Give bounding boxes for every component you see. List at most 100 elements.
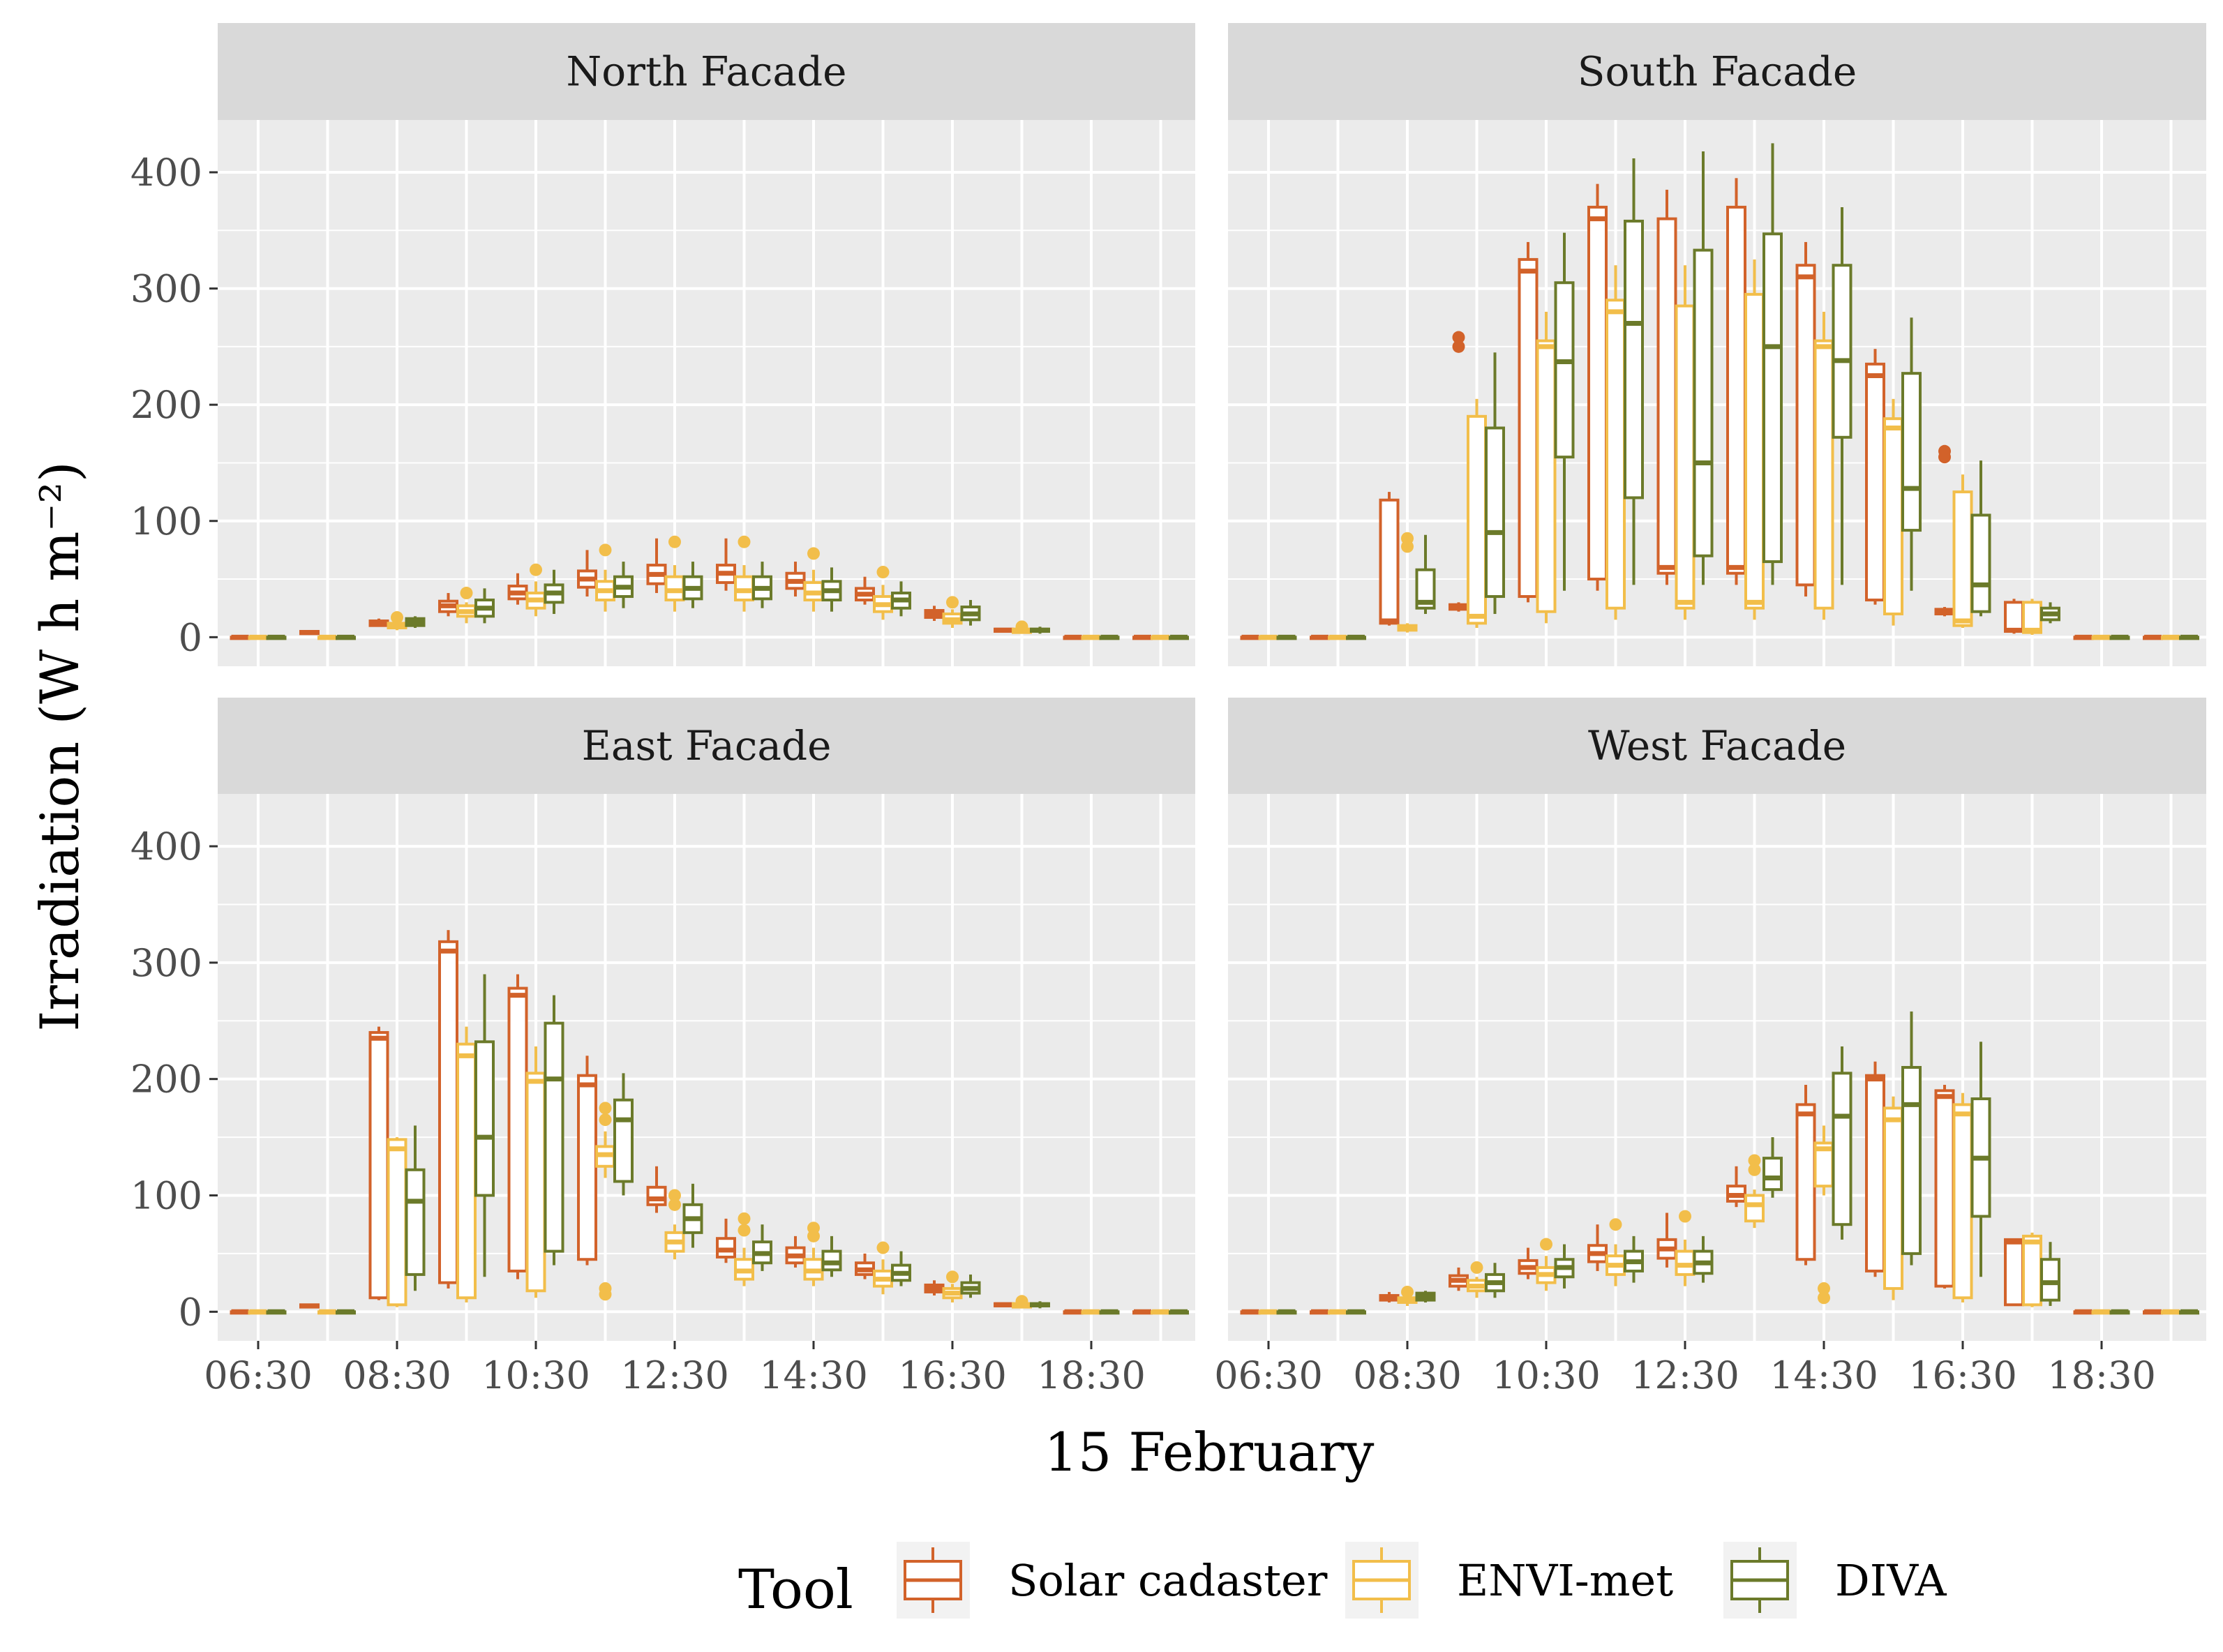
box-envi-met: [1606, 265, 1626, 620]
box-solar-cadaster: [2004, 1238, 2024, 1307]
box-solar-cadaster: [1518, 241, 1539, 603]
box-solar-cadaster: [2143, 1309, 2163, 1315]
box-diva: [960, 1274, 981, 1298]
box-solar-cadaster: [2073, 634, 2094, 640]
x-tick-label: 10:30: [1492, 1353, 1601, 1397]
outlier-point: [1679, 1210, 1691, 1223]
box-body: [438, 940, 458, 1284]
box-body: [405, 1168, 426, 1276]
box-envi-met: [1744, 259, 1765, 620]
facet-title: North Facade: [567, 48, 847, 96]
legend-item-solar-cadaster: Solar cadaster: [897, 1542, 1328, 1619]
outlier-point: [1938, 444, 1951, 458]
box-body: [2004, 601, 2024, 633]
box-body: [1952, 490, 1973, 627]
box-diva: [1415, 534, 1436, 615]
box-diva: [682, 1183, 703, 1248]
box-diva: [1970, 1042, 1991, 1277]
y-tick-label: 100: [130, 1173, 202, 1217]
box-diva: [1762, 1137, 1783, 1198]
box-envi-met: [317, 634, 338, 640]
box-envi-met: [1397, 532, 1418, 633]
box-diva: [1554, 1244, 1575, 1289]
box-body: [1744, 1194, 1765, 1223]
outlier-point: [668, 1198, 681, 1211]
box-solar-cadaster: [299, 1303, 320, 1309]
box-diva: [1554, 232, 1575, 591]
box-envi-met: [1081, 634, 1102, 640]
box-body: [1934, 1089, 1955, 1288]
box-diva: [1415, 1291, 1436, 1302]
box-envi-met: [595, 1102, 615, 1301]
legend-label: ENVI-met: [1457, 1555, 1673, 1606]
box-body: [1813, 339, 1834, 610]
y-axis-title: Irradiation (W h m⁻²): [29, 461, 91, 1031]
box-diva: [1901, 317, 1922, 591]
panel-background: [1228, 120, 2206, 666]
box-diva: [1485, 352, 1505, 615]
box-envi-met: [1952, 1092, 1973, 1302]
box-body: [1832, 1072, 1852, 1226]
box-solar-cadaster: [1587, 183, 1608, 591]
panel-south-facade: South Facade: [1228, 23, 2206, 666]
box-solar-cadaster: [1063, 634, 1084, 640]
y-tick-label: 400: [130, 151, 202, 195]
box-diva: [266, 1309, 287, 1315]
x-tick-label: 18:30: [2047, 1353, 2156, 1397]
box-body: [577, 1074, 597, 1261]
box-envi-met: [1606, 1218, 1626, 1286]
box-body: [474, 1040, 495, 1197]
box-envi-met: [525, 1046, 546, 1298]
outlier-point: [946, 1270, 959, 1284]
box-solar-cadaster: [2004, 599, 2024, 634]
box-solar-cadaster: [1132, 1309, 1153, 1315]
box-body: [613, 1098, 634, 1183]
box-envi-met: [2022, 599, 2042, 636]
box-solar-cadaster: [230, 1309, 250, 1315]
box-diva: [474, 974, 495, 1277]
legend: Tool Solar cadaster ENVI-met DIVA: [738, 1542, 1947, 1621]
box-diva: [2109, 1309, 2130, 1315]
box-body: [387, 1138, 407, 1307]
facet-strip: [218, 698, 1195, 794]
box-body: [2022, 1234, 2042, 1307]
box-envi-met: [248, 634, 269, 640]
box-diva: [1346, 1309, 1366, 1315]
box-solar-cadaster: [1865, 1061, 1885, 1277]
box-envi-met: [803, 547, 824, 612]
x-tick-label: 12:30: [1631, 1353, 1739, 1397]
box-diva: [1276, 634, 1297, 640]
box-solar-cadaster: [646, 538, 667, 594]
box-diva: [1030, 1301, 1050, 1309]
box-body: [1675, 304, 1696, 610]
outlier-point: [1401, 1285, 1414, 1298]
box-solar-cadaster: [438, 593, 458, 617]
box-body: [1467, 414, 1487, 625]
box-diva: [1485, 1263, 1505, 1298]
box-solar-cadaster: [1063, 1309, 1084, 1315]
box-envi-met: [1328, 634, 1348, 640]
outlier-point: [1748, 1154, 1761, 1167]
box-solar-cadaster: [1379, 492, 1400, 626]
box-envi-met: [387, 611, 407, 631]
box-solar-cadaster: [1795, 1085, 1816, 1266]
box-body: [1865, 362, 1885, 602]
box-diva: [891, 1251, 911, 1286]
box-diva: [1901, 1011, 1922, 1266]
box-body: [1901, 372, 1922, 532]
box-envi-met: [803, 1222, 824, 1286]
legend-item-diva: DIVA: [1723, 1542, 1947, 1619]
box-envi-met: [1467, 1261, 1487, 1298]
box-envi-met: [873, 1241, 893, 1295]
box-body: [646, 1185, 667, 1206]
box-solar-cadaster: [507, 974, 528, 1279]
box-solar-cadaster: [646, 1166, 667, 1213]
outlier-point: [1470, 1261, 1483, 1274]
box-diva: [1970, 460, 1991, 617]
box-body: [368, 1030, 389, 1300]
x-axis-title: 15 February: [1045, 1421, 1375, 1483]
x-tick-label: 08:30: [1353, 1353, 1462, 1397]
outlier-point: [530, 563, 542, 576]
box-envi-met: [1675, 265, 1696, 620]
box-envi-met: [387, 1137, 407, 1307]
